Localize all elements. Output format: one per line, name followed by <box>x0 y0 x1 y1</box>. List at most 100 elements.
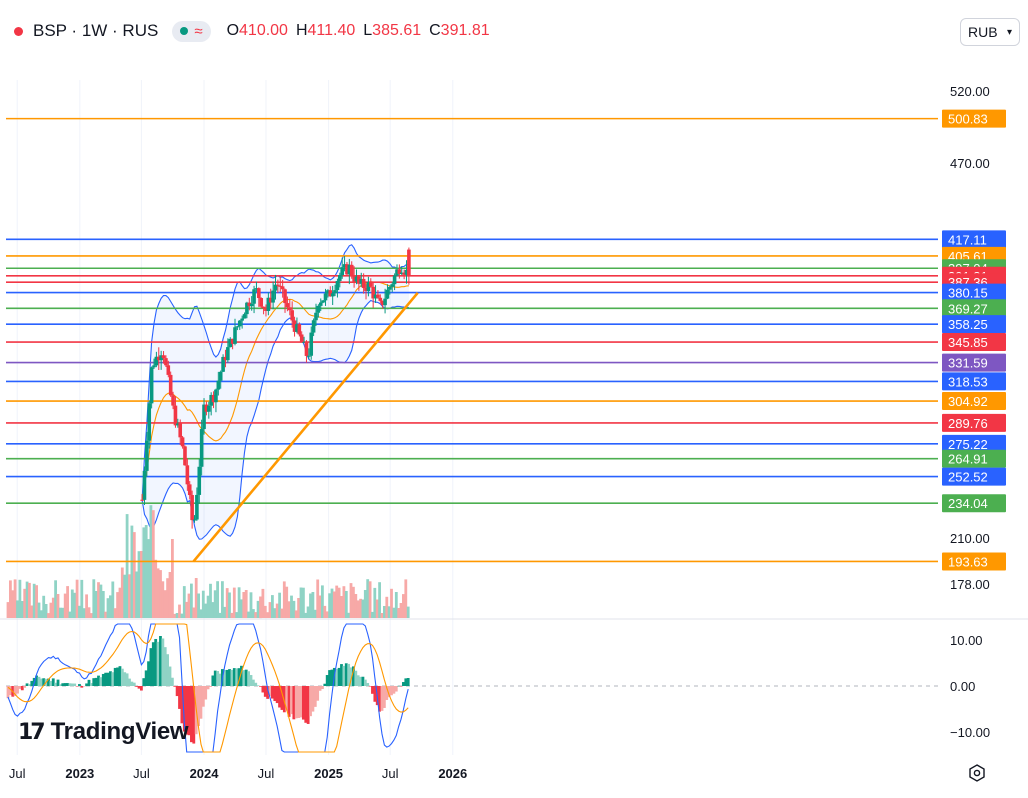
macd-histogram-bar <box>123 672 127 686</box>
macd-histogram-bar <box>182 686 186 732</box>
macd-histogram-bar <box>318 686 322 691</box>
candle-body <box>252 289 256 304</box>
macd-histogram-bar <box>132 682 136 686</box>
volume-bar <box>163 590 167 618</box>
macd-histogram-bar <box>178 686 181 709</box>
tradingview-logo[interactable]: 17 TradingView <box>18 718 189 746</box>
macd-pane: 10.00 0.00 −10.00 <box>6 623 990 753</box>
volume-bar <box>290 595 293 618</box>
candle-body <box>185 465 190 485</box>
volume-bar <box>273 608 277 618</box>
macd-histogram-bar <box>337 667 341 686</box>
volume-bar <box>254 612 258 618</box>
volume-bar <box>247 611 250 618</box>
candle <box>299 331 304 343</box>
candle-body <box>237 320 242 327</box>
volume-bar <box>328 593 331 618</box>
candle <box>180 435 185 449</box>
volume-bar <box>390 588 393 618</box>
volume-bar <box>54 580 57 618</box>
candle <box>357 275 361 291</box>
candle-body <box>266 297 271 311</box>
macd-signal-line <box>7 623 409 753</box>
candle <box>345 262 349 276</box>
candle-body <box>147 403 152 441</box>
price-label-bg <box>942 392 1006 411</box>
candle-body <box>152 365 156 368</box>
price-label: 275.22 <box>942 434 1006 453</box>
settings-icon[interactable] <box>966 762 988 784</box>
volume-bar <box>66 586 69 618</box>
candle-body <box>247 302 252 307</box>
grid-layer <box>16 80 454 755</box>
symbol-title[interactable]: BSP · 1W · RUS <box>33 21 159 40</box>
candle-body <box>242 314 247 319</box>
candle <box>321 300 325 304</box>
macd-histogram-bar <box>328 670 331 686</box>
candle <box>149 366 154 409</box>
candle <box>266 292 271 316</box>
candle-body <box>273 284 278 291</box>
volume-bar <box>294 610 298 618</box>
macd-histogram-bar <box>242 670 246 686</box>
candle <box>206 401 211 419</box>
macd-histogram-bar <box>144 670 148 686</box>
macd-histogram-bar <box>185 686 189 735</box>
macd-histogram-bar <box>325 675 329 686</box>
currency-select[interactable]: RUB ▾ <box>960 18 1020 46</box>
candle-body <box>259 298 264 307</box>
macd-histogram-bar <box>266 686 270 699</box>
candle-body <box>326 290 330 294</box>
volume-bar <box>337 587 341 618</box>
candle <box>221 354 225 373</box>
candle-body <box>257 288 261 299</box>
macd-histogram-bar <box>249 675 253 686</box>
macd-histogram-bar <box>280 686 284 710</box>
price-label-bg <box>942 230 1006 249</box>
price-label-text: 304.92 <box>948 394 988 409</box>
candle <box>268 288 273 310</box>
volume-bar <box>361 599 365 618</box>
candle-body <box>321 300 325 303</box>
macd-histogram-bar <box>75 686 79 687</box>
candle-body <box>218 371 223 381</box>
volume-bar <box>344 591 348 618</box>
volume-bar <box>185 601 189 618</box>
candle <box>166 360 171 378</box>
volume-bar <box>97 582 100 618</box>
volume-bar <box>399 603 403 618</box>
macd-histogram-bar <box>354 670 358 686</box>
price-label-bg <box>942 449 1006 468</box>
candle <box>164 355 168 368</box>
candle <box>388 285 392 295</box>
volume-bar <box>282 581 286 618</box>
macd-histogram-bar <box>168 666 172 686</box>
macd-histogram-bar <box>378 686 382 712</box>
candle <box>242 312 247 319</box>
volume-bar <box>113 608 117 618</box>
candle-body <box>340 267 344 276</box>
macd-histogram-bar <box>244 669 248 686</box>
volume-bar <box>363 590 367 618</box>
candle <box>245 301 249 319</box>
volume-bar <box>380 613 384 618</box>
volume-bar <box>39 610 43 618</box>
macd-histogram-bar <box>161 638 165 686</box>
price-label: 369.27 <box>942 299 1006 318</box>
candle-body <box>230 338 235 344</box>
market-status-pill[interactable]: ≈ <box>172 20 211 42</box>
volume-bar <box>213 590 217 618</box>
macd-histogram-bar <box>352 666 355 686</box>
volume-bar <box>232 587 236 618</box>
volume-bar <box>352 586 355 618</box>
candle <box>233 318 237 346</box>
candle-body <box>187 484 192 496</box>
macd-histogram-bar <box>316 686 320 701</box>
volume-bar <box>321 585 324 618</box>
volume-bar <box>201 590 205 618</box>
candle <box>159 350 163 370</box>
macd-histogram-bar <box>106 672 110 686</box>
macd-histogram-bar <box>387 686 391 698</box>
macd-histogram-bar <box>349 667 353 686</box>
